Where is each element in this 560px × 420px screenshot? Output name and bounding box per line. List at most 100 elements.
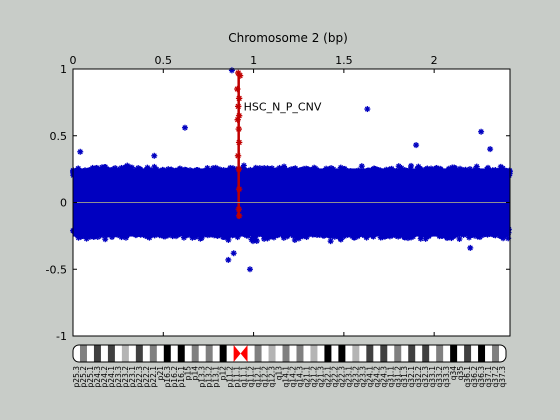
blue-point: [364, 167, 371, 174]
blue-outlier-point: [246, 266, 253, 273]
blue-outlier-point: [230, 250, 237, 257]
blue-point: [225, 236, 232, 243]
blue-point: [265, 166, 272, 173]
blue-point: [461, 170, 468, 177]
ideogram-band-label: p24.3: [93, 366, 102, 388]
blue-point: [70, 169, 77, 176]
blue-point: [142, 232, 149, 239]
ideogram-band-label: q33.2: [435, 366, 444, 388]
ideogram-outline: [72, 344, 507, 363]
ideogram-band: [254, 345, 263, 362]
ideogram-band: [380, 345, 388, 362]
blue-point: [105, 168, 112, 175]
ideogram-band-label: q12.1: [254, 366, 263, 388]
blue-point: [486, 230, 493, 237]
ideogram-band: [226, 345, 235, 362]
ideogram-centromere: [240, 345, 248, 362]
blue-point: [281, 163, 288, 170]
blue-point: [213, 228, 220, 235]
blue-point: [281, 232, 288, 239]
y-tick-label: -1: [56, 330, 67, 343]
ideogram-band-label: q21.1: [302, 366, 311, 388]
ideogram-band-label: q36.1: [463, 366, 472, 388]
blue-point: [492, 227, 499, 234]
ideogram-band-label: q36.2: [470, 366, 479, 388]
ideogram-centromere: [233, 345, 241, 362]
blue-point: [178, 171, 185, 178]
blue-point: [229, 227, 236, 234]
blue-point: [219, 234, 226, 241]
ideogram-band-label: q33.1: [428, 366, 437, 388]
ideogram-band-label: p13.3: [198, 366, 207, 388]
blue-point: [165, 168, 172, 175]
blue-point: [471, 172, 478, 179]
ideogram-band: [338, 345, 346, 362]
blue-point: [380, 226, 387, 233]
ideogram-band: [345, 345, 353, 362]
ideogram-band-label: p11.2: [226, 366, 235, 388]
ideogram-band: [93, 345, 102, 362]
blue-point: [379, 231, 386, 238]
ideogram-band: [205, 345, 214, 362]
blue-point-cloud: [70, 162, 513, 245]
blue-point: [105, 231, 112, 238]
blue-point: [89, 171, 96, 178]
blue-point: [289, 167, 296, 174]
y-tick-label: 0.5: [50, 130, 68, 143]
ideogram-band-label: p16.2: [170, 366, 179, 388]
ideogram-band-label: q22.1: [323, 366, 332, 388]
ideogram-band: [289, 345, 297, 362]
blue-point: [381, 169, 388, 176]
ideogram-band: [100, 345, 109, 362]
ideogram-band-label: p25.1: [86, 366, 95, 388]
blue-point: [407, 171, 414, 178]
blue-point: [294, 234, 301, 241]
blue-point: [86, 233, 93, 240]
blue-point: [155, 169, 162, 176]
blue-point: [332, 170, 339, 177]
blue-point: [255, 171, 262, 178]
ideogram-band: [331, 345, 339, 362]
ideogram-band: [135, 345, 144, 362]
blue-point: [423, 233, 430, 240]
red-cnv-point: [235, 212, 243, 220]
ideogram-band: [317, 345, 325, 362]
red-cnv-point: [235, 103, 242, 110]
cnv-annotation-label: HSC_N_P_CNV: [244, 100, 322, 113]
blue-point: [212, 164, 219, 171]
blue-point: [389, 168, 396, 175]
ideogram-band: [401, 345, 409, 362]
blue-point: [267, 228, 274, 235]
blue-point: [75, 165, 82, 172]
blue-outlier-point: [181, 124, 188, 131]
x-tick-label: 1: [250, 54, 257, 67]
ideogram-band-label: q22.3: [337, 366, 346, 388]
ideogram-band: [443, 345, 451, 362]
blue-point: [408, 162, 415, 169]
blue-point: [323, 230, 330, 237]
ideogram-band: [275, 345, 284, 362]
blue-point: [102, 236, 109, 243]
blue-point: [276, 164, 283, 171]
ideogram-band: [387, 345, 395, 362]
ideogram-band-label: q31.2: [393, 366, 402, 388]
red-cnv-point: [234, 85, 241, 93]
ideogram-band: [394, 345, 402, 362]
ideogram-band: [142, 345, 151, 362]
ideogram-band-label: p22.1: [149, 366, 158, 388]
blue-point: [373, 169, 380, 176]
ideogram-band: [163, 345, 172, 362]
ideogram-band: [450, 345, 458, 362]
ideogram-band: [366, 345, 374, 362]
blue-point: [425, 228, 432, 235]
blue-point: [445, 229, 452, 236]
blue-point: [442, 172, 449, 179]
blue-point: [234, 230, 241, 237]
blue-point: [488, 171, 495, 178]
red-cnv-points: [234, 69, 244, 220]
blue-point: [422, 172, 429, 179]
ideogram-band: [429, 345, 437, 362]
blue-point: [473, 230, 480, 237]
blue-point: [73, 226, 80, 233]
ideogram-band-label: q13: [275, 366, 284, 381]
